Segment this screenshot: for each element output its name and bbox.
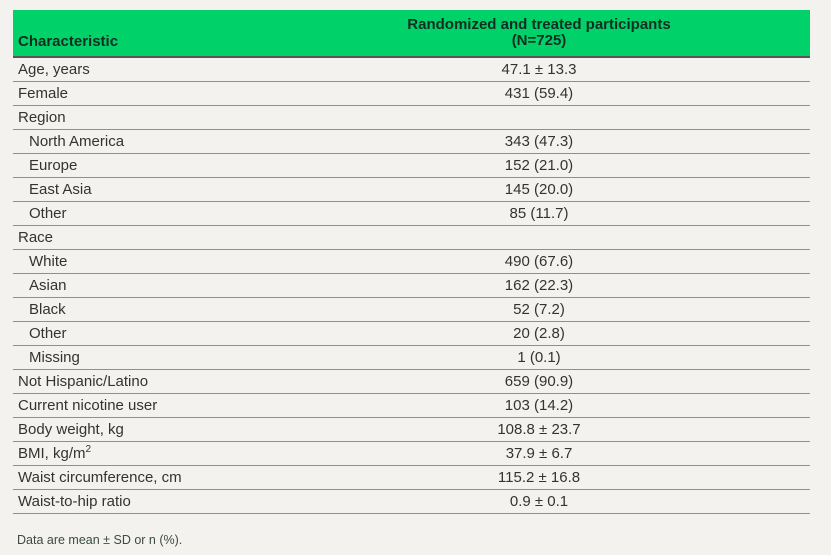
table-footnote: Data are mean ± SD or n (%). bbox=[17, 533, 183, 547]
table-row: Region bbox=[13, 105, 810, 130]
table-row: Black 52 (7.2) bbox=[13, 297, 810, 322]
row-label: Other bbox=[13, 201, 268, 226]
table-row: Other 20 (2.8) bbox=[13, 321, 810, 346]
data-table: Characteristic Randomized and treated pa… bbox=[13, 10, 810, 514]
table-row: Europe 152 (21.0) bbox=[13, 153, 810, 178]
row-value: 37.9 ± 6.7 bbox=[268, 441, 810, 466]
header-row: Characteristic Randomized and treated pa… bbox=[13, 10, 810, 58]
row-value: 52 (7.2) bbox=[268, 297, 810, 322]
table-row: Not Hispanic/Latino 659 (90.9) bbox=[13, 369, 810, 394]
row-label: Body weight, kg bbox=[13, 417, 268, 442]
row-value: 0.9 ± 0.1 bbox=[268, 489, 810, 514]
row-value: 115.2 ± 16.8 bbox=[268, 465, 810, 490]
table-row: North America 343 (47.3) bbox=[13, 129, 810, 154]
table-row: Age, years 47.1 ± 13.3 bbox=[13, 57, 810, 82]
row-value: 85 (11.7) bbox=[268, 201, 810, 226]
table-row: Race bbox=[13, 225, 810, 250]
row-label: East Asia bbox=[13, 177, 268, 202]
row-value: 103 (14.2) bbox=[268, 393, 810, 418]
table-row: Waist-to-hip ratio 0.9 ± 0.1 bbox=[13, 489, 810, 514]
row-value: 20 (2.8) bbox=[268, 321, 810, 346]
header-col2-line2: (N=725) bbox=[511, 32, 567, 49]
row-label: Not Hispanic/Latino bbox=[13, 369, 268, 394]
label-superscript: 2 bbox=[85, 444, 92, 455]
header-randomized-participants: Randomized and treated participants (N=7… bbox=[268, 10, 810, 58]
table-row: White 490 (67.6) bbox=[13, 249, 810, 274]
row-value: 162 (22.3) bbox=[268, 273, 810, 298]
header-characteristic-label: Characteristic bbox=[18, 33, 119, 50]
table-row: Female 431 (59.4) bbox=[13, 81, 810, 106]
row-label: Waist-to-hip ratio bbox=[13, 489, 268, 514]
row-value: 490 (67.6) bbox=[268, 249, 810, 274]
row-value bbox=[268, 225, 810, 250]
row-label: Europe bbox=[13, 153, 268, 178]
table-row: Waist circumference, cm 115.2 ± 16.8 bbox=[13, 465, 810, 490]
table-row: Other 85 (11.7) bbox=[13, 201, 810, 226]
table-header: Characteristic Randomized and treated pa… bbox=[13, 10, 810, 58]
row-label: Missing bbox=[13, 345, 268, 370]
row-value: 145 (20.0) bbox=[268, 177, 810, 202]
table-row: East Asia 145 (20.0) bbox=[13, 177, 810, 202]
row-label: North America bbox=[13, 129, 268, 154]
table-body: Age, years 47.1 ± 13.3 Female 431 (59.4) Reg… bbox=[13, 57, 810, 514]
row-value bbox=[268, 105, 810, 130]
row-label: Female bbox=[13, 81, 268, 106]
table-row: Body weight, kg 108.8 ± 23.7 bbox=[13, 417, 810, 442]
table-row: Missing 1 (0.1) bbox=[13, 345, 810, 370]
table-row: Asian 162 (22.3) bbox=[13, 273, 810, 298]
row-label: Black bbox=[13, 297, 268, 322]
row-label: Race bbox=[13, 225, 268, 250]
row-label: Asian bbox=[13, 273, 268, 298]
table-row: BMI, kg/m2 37.9 ± 6.7 bbox=[13, 441, 810, 466]
row-label: Waist circumference, cm bbox=[13, 465, 268, 490]
row-value: 343 (47.3) bbox=[268, 129, 810, 154]
row-label: Region bbox=[13, 105, 268, 130]
header-characteristic: Characteristic bbox=[13, 10, 268, 58]
row-value: 659 (90.9) bbox=[268, 369, 810, 394]
table-row: Current nicotine user 103 (14.2) bbox=[13, 393, 810, 418]
row-label: Age, years bbox=[13, 57, 268, 82]
row-label: White bbox=[13, 249, 268, 274]
row-value: 152 (21.0) bbox=[268, 153, 810, 178]
row-label: Current nicotine user bbox=[13, 393, 268, 418]
row-label: Other bbox=[13, 321, 268, 346]
row-value: 108.8 ± 23.7 bbox=[268, 417, 810, 442]
header-col2-line1: Randomized and treated participants bbox=[407, 16, 671, 33]
row-value: 47.1 ± 13.3 bbox=[268, 57, 810, 82]
row-value: 1 (0.1) bbox=[268, 345, 810, 370]
row-value: 431 (59.4) bbox=[268, 81, 810, 106]
baseline-characteristics-table: Characteristic Randomized and treated pa… bbox=[13, 10, 810, 514]
row-label: BMI, kg/m2 bbox=[13, 441, 268, 466]
